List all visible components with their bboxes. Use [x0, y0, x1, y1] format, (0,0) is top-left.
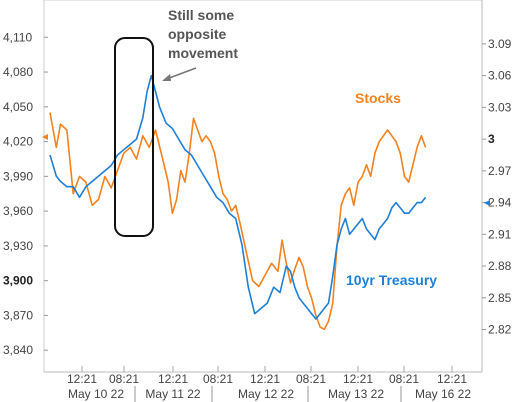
y-left-tick-label: 3,900	[3, 274, 33, 288]
x-axis: 12:21 08:21 12:21 08:21 12:21 08:21 12:21 08:21…	[67, 366, 467, 386]
annotation-arrowhead	[162, 74, 171, 81]
annotation: Still some opposite movement	[168, 7, 238, 61]
y-right-tick-label: 3.09	[488, 37, 512, 51]
x-axis-dates: May 10 22 May 11 22 May 12 22 May 13 22 May …	[68, 386, 471, 402]
series-line-10yr-treasury	[49, 74, 427, 320]
stocks-current-marker	[42, 134, 48, 140]
left-axis: 4,110 4,080 4,050 4,020 3,990 3,960 3,930 3,900…	[3, 30, 48, 357]
x-tick-label: 08:21	[389, 372, 419, 386]
y-left-tick-label: 4,020	[3, 135, 33, 149]
x-date-label: May 11 22	[145, 387, 200, 401]
annotation-line-3: movement	[168, 45, 238, 61]
annotation-line-2: opposite	[168, 26, 227, 42]
y-right-tick-label: 3	[488, 132, 495, 146]
x-tick-label: 08:21	[109, 372, 139, 386]
highlight-box	[114, 37, 154, 237]
x-tick-label: 12:21	[250, 372, 280, 386]
series-layer	[49, 74, 427, 331]
series-label-treasury: 10yr Treasury	[346, 272, 437, 288]
y-left-tick-label: 3,960	[3, 204, 33, 218]
treasury-current-marker	[484, 200, 490, 206]
x-date-label: May 13 22	[328, 387, 384, 401]
x-date-label: May 12 22	[238, 387, 294, 401]
x-tick-label: 12:21	[67, 372, 97, 386]
x-tick-label: 12:21	[343, 372, 373, 386]
y-left-tick-label: 3,870	[3, 308, 33, 322]
annotation-line-1: Still some	[168, 7, 234, 23]
y-right-tick-label: 2.82	[488, 323, 512, 337]
x-date-label: May 16 22	[415, 387, 471, 401]
x-date-label: May 10 22	[68, 387, 124, 401]
x-tick-label: 12:21	[158, 372, 188, 386]
y-left-tick-label: 4,080	[3, 65, 33, 79]
x-tick-label: 08:21	[296, 372, 326, 386]
x-tick-label: 12:21	[437, 372, 467, 386]
y-left-tick-label: 3,930	[3, 239, 33, 253]
y-right-tick-label: 2.88	[488, 259, 512, 273]
right-axis: 3.09 3.06 3.03 3 2.97 2.94 2.91 2.88 2.85 2.82	[482, 37, 512, 337]
y-right-tick-label: 2.94	[488, 196, 512, 210]
y-left-tick-label: 4,110	[3, 30, 32, 44]
series-line-stocks	[49, 112, 427, 331]
y-left-tick-label: 4,050	[3, 100, 33, 114]
x-tick-label: 08:21	[203, 372, 233, 386]
series-label-stocks: Stocks	[355, 90, 401, 106]
y-right-tick-label: 2.91	[488, 227, 512, 241]
y-right-tick-label: 3.03	[488, 100, 512, 114]
y-left-tick-label: 3,840	[3, 343, 33, 357]
plot-frame	[43, 0, 483, 373]
y-left-tick-label: 3,990	[3, 169, 33, 183]
y-right-tick-label: 3.06	[488, 69, 512, 83]
y-right-tick-label: 2.97	[488, 164, 512, 178]
y-right-tick-label: 2.85	[488, 291, 512, 305]
